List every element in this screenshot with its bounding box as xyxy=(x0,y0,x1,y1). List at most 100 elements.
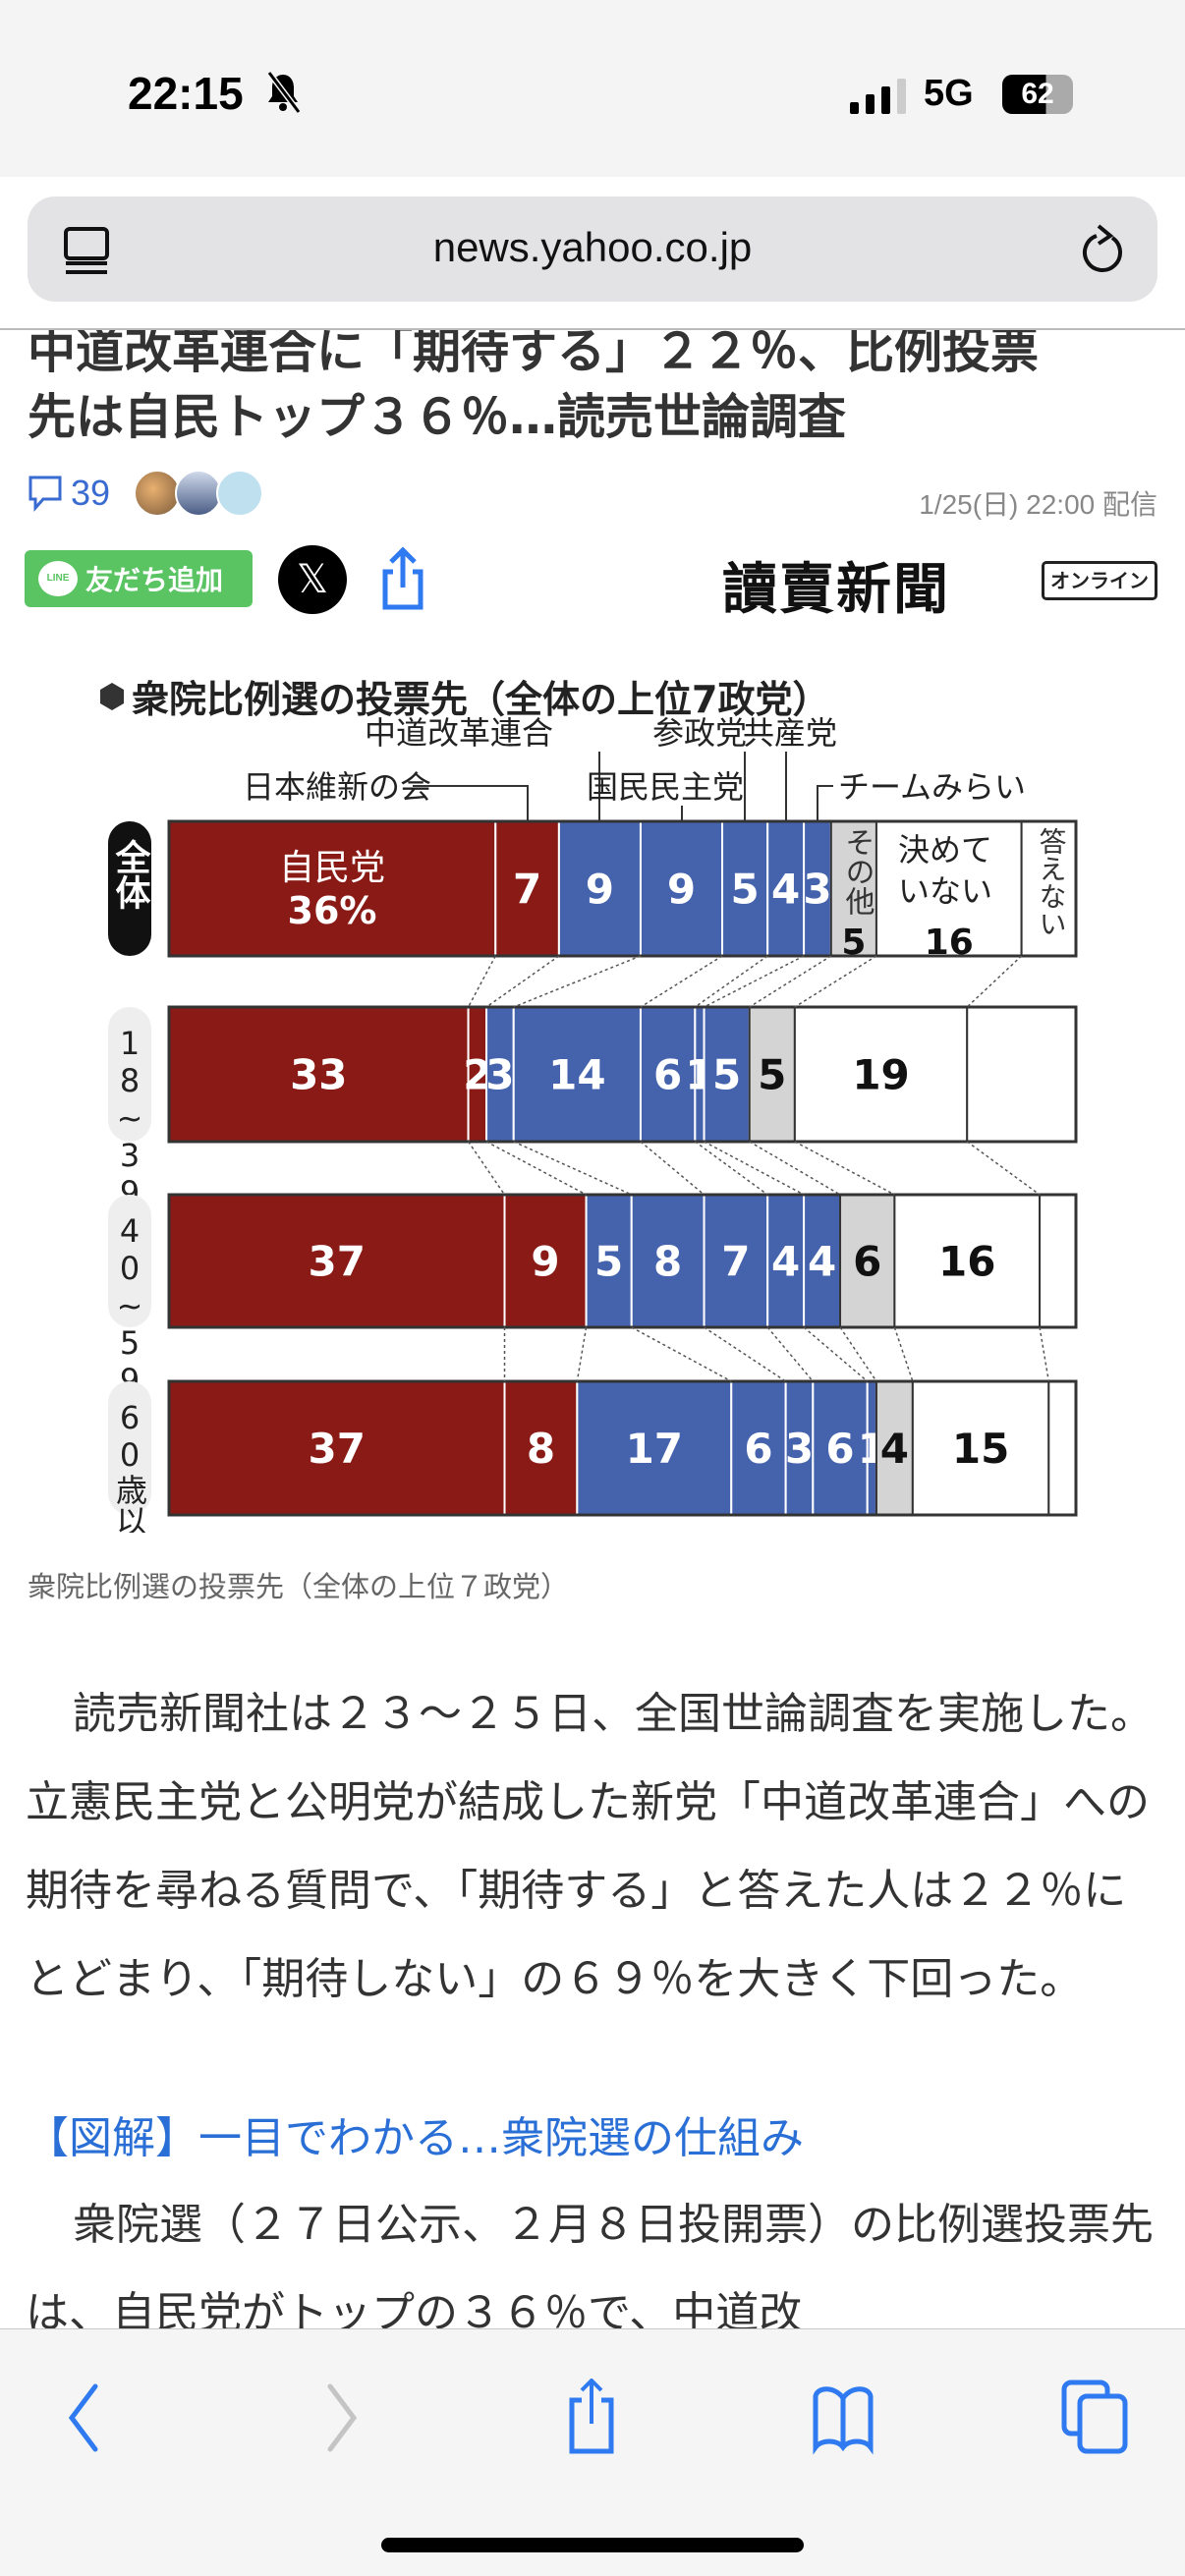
comments-link[interactable]: 39 xyxy=(28,470,264,517)
data-label: 7 xyxy=(721,1238,750,1286)
connector-line xyxy=(467,955,496,1008)
cube-icon xyxy=(100,683,124,710)
related-link[interactable]: 【図解】一目でわかる…衆院選の仕組み xyxy=(26,2113,804,2163)
connector-line xyxy=(803,1326,869,1382)
comment-count: 39 xyxy=(71,473,111,513)
connector-line xyxy=(704,955,805,1008)
row-label-pill xyxy=(108,821,151,956)
connector-line xyxy=(467,1141,506,1196)
back-icon[interactable] xyxy=(44,2379,123,2457)
bar-segment xyxy=(1039,1194,1077,1328)
connector-line xyxy=(704,1326,787,1382)
line-icon: LINE xyxy=(38,561,78,596)
page-menu-icon[interactable] xyxy=(63,226,112,275)
bar-segment xyxy=(966,1006,1077,1143)
party-label: チームみらい xyxy=(838,768,1026,806)
bar-segment xyxy=(829,820,877,957)
forward-icon[interactable] xyxy=(303,2379,381,2457)
data-label: 5 xyxy=(730,866,759,914)
data-label: 8 xyxy=(527,1425,555,1473)
no-answer-label: 答えない xyxy=(1036,827,1068,937)
cellular-signal-icon xyxy=(850,79,906,114)
connector-line xyxy=(640,955,723,1008)
bar-segment xyxy=(168,1380,506,1516)
article-title-line: 先は自民トップ３６％…読売世論調査 xyxy=(28,389,847,445)
yomiuri-logo: 讀賣新聞 xyxy=(722,557,950,622)
bar-segment xyxy=(503,1194,588,1328)
leader-line xyxy=(817,785,833,821)
bar-segment xyxy=(1020,820,1077,957)
connector-line xyxy=(893,1326,914,1382)
article-title-line: 中道改革連合に「期待する」２２％、比例投票 xyxy=(28,323,1040,379)
data-label: 17 xyxy=(626,1425,683,1473)
data-label: 4 xyxy=(771,866,800,914)
bar-outline xyxy=(167,1193,1078,1329)
reload-icon[interactable] xyxy=(1077,224,1126,277)
data-label: 3 xyxy=(803,866,831,914)
url-text[interactable]: news.yahoo.co.jp xyxy=(432,224,753,270)
data-label: 33 xyxy=(290,1051,347,1099)
bar-outline xyxy=(167,1379,1078,1517)
connector-line xyxy=(631,1326,732,1382)
undecided-label: 決めて xyxy=(898,831,992,868)
data-label: 9 xyxy=(531,1238,559,1286)
data-label: 37 xyxy=(309,1425,366,1473)
bar-segment xyxy=(512,1006,642,1143)
share-icon[interactable] xyxy=(552,2379,631,2457)
x-share-button[interactable]: 𝕏 xyxy=(278,545,347,614)
chart-title: 衆院比例選の投票先（全体の上位7政党） xyxy=(132,678,829,721)
connector-line xyxy=(749,955,832,1008)
other-label: その他 xyxy=(840,827,875,916)
data-label: 14 xyxy=(548,1051,605,1099)
online-badge: オンライン xyxy=(1042,561,1157,600)
data-label: 6 xyxy=(744,1425,772,1473)
status-time: 22:15 xyxy=(128,68,244,119)
data-label: 37 xyxy=(309,1238,366,1286)
data-label: 7 xyxy=(513,866,541,914)
data-label: 3 xyxy=(485,1051,514,1099)
address-bar-divider xyxy=(0,328,1185,330)
tabs-icon[interactable] xyxy=(1056,2379,1135,2457)
home-indicator[interactable] xyxy=(381,2538,804,2552)
connector-line xyxy=(513,1141,633,1196)
data-label: 16 xyxy=(938,1238,995,1286)
bar-segment xyxy=(630,1194,705,1328)
row-label: 全体 xyxy=(110,838,152,910)
line-button-label: 友だち追加 xyxy=(85,564,224,596)
data-label: 15 xyxy=(952,1425,1009,1473)
row-label-pill xyxy=(108,1381,151,1515)
status-bar: 22:15 5G 62 xyxy=(0,0,1185,177)
bar-segment xyxy=(703,1194,769,1328)
connector-line xyxy=(576,1326,588,1382)
line-add-friend-button[interactable]: LINE 友だち追加 xyxy=(25,550,253,607)
row-label: 60歳以上 xyxy=(111,1399,148,1533)
address-bar[interactable]: news.yahoo.co.jp xyxy=(28,196,1157,302)
bar-outline xyxy=(167,819,1078,958)
publish-date: 1/25(日) 22:00 配信 xyxy=(919,489,1157,520)
connector-line xyxy=(694,955,768,1008)
party-label: 国民民主党 xyxy=(587,768,744,806)
article-paragraph: 衆院選（２７日公示、２月８日投開票）の比例選投票先は、自民党がトップの３６％で、… xyxy=(26,2200,1154,2328)
connector-line xyxy=(966,1141,1041,1196)
data-label: 9 xyxy=(586,866,614,914)
browser-toolbar xyxy=(0,2328,1185,2576)
connector-line xyxy=(694,1141,768,1196)
connector-line xyxy=(704,1141,805,1196)
image-caption: 衆院比例選の投票先（全体の上位７政党） xyxy=(28,1570,570,1603)
connector-line xyxy=(839,1326,877,1382)
silent-mode-icon xyxy=(266,71,302,114)
bar-segment xyxy=(168,1194,506,1328)
share-icon[interactable] xyxy=(379,546,426,611)
row-label-pill xyxy=(108,1195,151,1327)
connector-line xyxy=(794,955,877,1008)
data-label: 6 xyxy=(653,1051,682,1099)
ldp-name-label: 自民党 xyxy=(279,848,385,888)
data-label: 9 xyxy=(667,866,696,914)
party-label: 日本維新の会 xyxy=(243,768,431,806)
data-label: 4 xyxy=(771,1238,800,1286)
connector-line xyxy=(1039,1326,1050,1382)
leader-line xyxy=(413,785,529,821)
bookmarks-icon[interactable] xyxy=(804,2379,882,2457)
bar-segment xyxy=(1047,1380,1078,1516)
